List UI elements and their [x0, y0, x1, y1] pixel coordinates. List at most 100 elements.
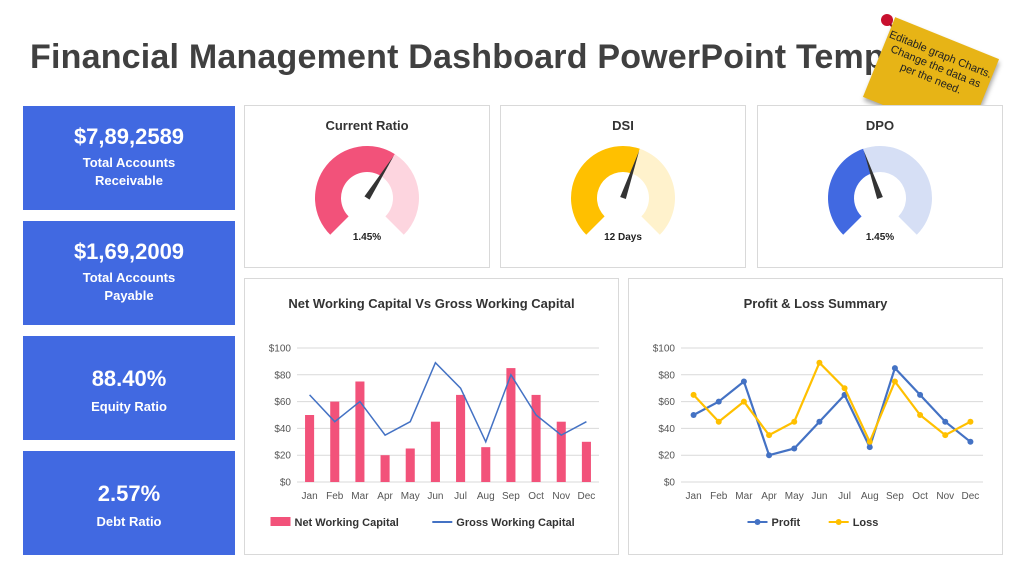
data-point [816, 359, 823, 366]
y-tick-label: $60 [274, 397, 291, 408]
x-tick-label: Jan [686, 491, 702, 502]
x-tick-label: Apr [761, 491, 777, 502]
gauge-value-label: 12 Days [604, 232, 642, 243]
gauge-value-arc [315, 146, 395, 235]
series-line [309, 361, 587, 444]
gauge-track-arc [380, 154, 419, 235]
data-point [766, 432, 773, 439]
y-tick-label: $20 [274, 451, 291, 462]
legend-marker [754, 519, 761, 525]
kpi-label: Total Accounts [82, 270, 176, 285]
gauge-chart: 12 Days [571, 146, 675, 243]
gauge-title: DSI [612, 118, 634, 133]
kpi-label: Receivable [95, 173, 163, 188]
gauge-needle [364, 155, 394, 200]
x-tick-label: Dec [962, 491, 980, 502]
data-point [690, 412, 697, 418]
gauge-value-label: 1.45% [866, 232, 894, 243]
x-tick-label: Oct [528, 491, 544, 502]
bar [581, 441, 591, 482]
working-capital-chart: $0 $20 $40 $60 $80 $100 Jan Feb Mar Apr May Jun Jul A… [269, 344, 599, 529]
bar [355, 381, 365, 482]
kpi-label: Debt Ratio [96, 514, 162, 529]
gauge-track-arc [631, 148, 675, 235]
bar [405, 448, 415, 482]
kpi-label: Equity Ratio [91, 399, 167, 414]
y-tick-label: $0 [280, 478, 292, 489]
x-tick-label: Feb [710, 491, 728, 502]
gauge-value-arc [571, 146, 640, 235]
gauge-needle [620, 150, 640, 199]
kpi-card-equity-ratio: 88.40% Equity Ratio [23, 336, 235, 440]
x-tick-label: Jul [838, 491, 851, 502]
y-tick-label: $40 [274, 424, 291, 435]
chart-title: Profit & Loss Summary [743, 296, 888, 311]
data-point [866, 438, 873, 445]
gauge-title: Current Ratio [325, 118, 409, 133]
kpi-card-receivable: $7,89,2589 Total Accounts Receivable [23, 106, 235, 210]
bar [330, 401, 340, 482]
x-tick-label: Mar [735, 491, 753, 502]
kpi-label: Payable [104, 288, 154, 303]
bar [556, 421, 566, 482]
y-tick-label: $100 [269, 344, 292, 355]
data-point [740, 378, 747, 385]
data-point [791, 418, 798, 425]
legend-label: Net Working Capital [295, 517, 399, 529]
x-tick-label: Apr [377, 491, 393, 502]
legend-label: Gross Working Capital [456, 517, 574, 529]
data-point [866, 444, 873, 451]
bar [430, 421, 440, 482]
bar [481, 447, 491, 482]
kpi-label: Total Accounts [82, 155, 176, 170]
bar [456, 394, 466, 482]
x-tick-label: Sep [502, 491, 520, 502]
data-point [942, 432, 949, 439]
kpi-card-payable: $1,69,2009 Total Accounts Payable [23, 221, 235, 325]
gauge-chart: 1.45% [315, 146, 419, 243]
kpi-card-debt-ratio: 2.57% Debt Ratio [23, 451, 235, 555]
bar [506, 368, 516, 482]
data-point [841, 385, 848, 392]
data-point [766, 452, 773, 459]
x-tick-label: Feb [326, 491, 344, 502]
chart-card-working-capital: Net Working Capital Vs Gross Working Cap… [244, 278, 619, 555]
data-point [891, 378, 898, 385]
x-tick-label: Nov [936, 491, 954, 502]
x-tick-label: Jun [427, 491, 443, 502]
gauge-track-arc [863, 146, 932, 235]
x-tick-label: Nov [552, 491, 570, 502]
y-tick-label: $80 [274, 370, 291, 381]
bar [380, 455, 390, 482]
y-tick-label: $80 [658, 370, 675, 381]
data-point [942, 418, 949, 425]
x-tick-label: Jul [454, 491, 467, 502]
x-tick-label: Dec [578, 491, 596, 502]
data-point [715, 418, 722, 425]
x-tick-label: Oct [912, 491, 928, 502]
y-tick-label: $20 [658, 451, 675, 462]
y-tick-label: $40 [658, 424, 675, 435]
gauge-card-dsi: DSI 12 Days [500, 105, 746, 268]
data-point [967, 438, 974, 445]
data-point [816, 418, 823, 425]
kpi-value: 2.57% [97, 481, 161, 506]
legend-marker [835, 519, 842, 525]
chart-card-profit-loss: Profit & Loss Summary $0 $20 $40 $60 $80 $100… [628, 278, 1003, 555]
data-point [791, 445, 798, 452]
x-tick-label: Sep [886, 491, 904, 502]
kpi-value: 88.40% [91, 366, 167, 391]
x-tick-label: May [785, 491, 804, 502]
gauge-card-dpo: DPO 1.45% [757, 105, 1003, 268]
legend-swatch [270, 517, 291, 526]
x-tick-label: Aug [477, 491, 495, 502]
kpi-value: $7,89,2589 [73, 124, 185, 149]
bar [305, 415, 315, 482]
data-point [917, 391, 924, 398]
data-point [690, 391, 697, 398]
x-tick-label: Jan [302, 491, 318, 502]
legend-label: Loss [853, 517, 879, 529]
legend-label: Profit [772, 517, 801, 529]
gauge-value-arc [828, 148, 872, 235]
gauge-needle [863, 150, 883, 199]
